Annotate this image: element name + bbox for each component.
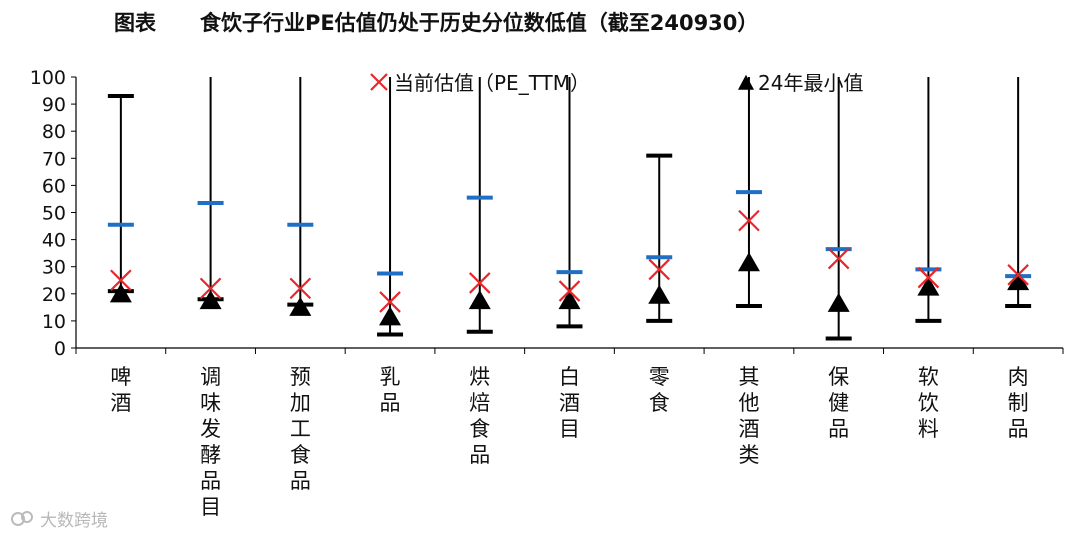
- legend-current-marker: [370, 73, 388, 91]
- current-marker-stroke-b: [558, 280, 581, 302]
- x-tick-label: 乳品: [380, 365, 401, 415]
- legend-min24-label: 24年最小值: [758, 71, 863, 95]
- current-marker: [199, 277, 222, 300]
- current-marker-stroke-b: [648, 258, 671, 281]
- min24-marker: [827, 292, 850, 312]
- x-tick-labels: 啤酒 调味发酵品目 预加工食品 乳品 烘焙食品 白酒目 零食 其他酒类 保健品 软饮料 肉制品: [110, 365, 1028, 519]
- min24-marker: [737, 252, 760, 272]
- watermark-brand: 大数跨境: [40, 511, 108, 531]
- x-tick-label: 预加工食品: [290, 365, 311, 493]
- legend-cross-stroke-b: [370, 73, 388, 91]
- current-marker-stroke-b: [110, 269, 132, 292]
- legend-current-label: 当前估值（PE_TTM）: [394, 71, 590, 95]
- min24-marker: [199, 290, 222, 310]
- min24-marker: [648, 284, 671, 304]
- x-tick-label: 烘焙食品: [469, 365, 490, 467]
- category-group: [197, 77, 224, 310]
- x-tick-label: 保健品: [828, 365, 849, 441]
- category-group: [825, 77, 852, 341]
- current-marker: [110, 269, 132, 292]
- current-marker-stroke-b: [827, 247, 850, 270]
- current-marker-stroke-b: [379, 291, 401, 313]
- legend-triangle: [738, 74, 754, 90]
- current-marker: [558, 280, 581, 302]
- min24-marker: [289, 296, 312, 316]
- axes: 0 10 20 30 40 50 60 70 80 90 100: [30, 67, 1064, 360]
- x-tick-label: 零食: [649, 365, 670, 415]
- chart-title: 图表 食饮子行业PE估值仍处于历史分位数低值（截至240930）: [114, 7, 758, 37]
- current-marker-stroke-b: [917, 266, 940, 289]
- current-marker: [1007, 264, 1029, 286]
- current-marker: [827, 247, 850, 270]
- x-tick-label: 白酒目: [559, 365, 580, 441]
- legend-min24-marker: [738, 74, 754, 90]
- x-tick-label: 其他酒类: [738, 365, 759, 467]
- min24-marker: [109, 283, 132, 303]
- y-tick-label: 0: [54, 338, 66, 360]
- x-tick-label: 软饮料: [918, 365, 939, 441]
- current-marker-stroke-b: [289, 277, 312, 300]
- category-group: [287, 77, 314, 316]
- min24-marker: [917, 276, 940, 296]
- figure-label: 图表: [114, 11, 156, 35]
- x-tick-label: 啤酒: [110, 365, 131, 415]
- current-marker: [468, 272, 491, 294]
- y-tick-label: 30: [42, 257, 66, 279]
- current-marker: [738, 209, 760, 232]
- current-marker-stroke-b: [468, 272, 491, 294]
- watermark: 大数跨境: [10, 506, 108, 531]
- category-group: [556, 77, 583, 329]
- min24-marker: [1007, 271, 1030, 291]
- category-group: [107, 93, 134, 303]
- current-marker-stroke-b: [1007, 264, 1029, 286]
- y-tick-label: 10: [42, 311, 66, 333]
- y-tick-label: 100: [30, 67, 66, 89]
- category-group: [646, 153, 673, 323]
- category-group: [377, 77, 404, 337]
- category-group: [915, 77, 942, 323]
- current-marker: [648, 258, 671, 281]
- category-group: [466, 77, 493, 334]
- x-tick-label: 调味发酵品目: [200, 365, 221, 519]
- min24-marker: [558, 290, 581, 310]
- current-marker: [917, 266, 940, 289]
- current-marker: [379, 291, 401, 313]
- brand-logo-icon: [11, 510, 33, 526]
- current-marker: [289, 277, 312, 300]
- min24-marker: [468, 290, 491, 310]
- y-tick-label: 40: [42, 230, 66, 252]
- min24-marker: [379, 306, 402, 326]
- y-tick-label: 70: [42, 148, 66, 170]
- y-tick-label: 60: [42, 175, 66, 197]
- current-marker-stroke-b: [738, 209, 760, 232]
- y-tick-label: 80: [42, 121, 66, 143]
- current-marker-stroke-b: [199, 277, 222, 300]
- legend: 当前估值（PE_TTM） 24年最小值: [370, 71, 863, 95]
- y-tick-label: 20: [42, 284, 66, 306]
- category-group: [735, 77, 762, 308]
- title-text: 食饮子行业PE估值仍处于历史分位数低值（截至240930）: [200, 11, 759, 35]
- chart-marks: [107, 77, 1032, 341]
- y-tick-label: 90: [42, 94, 66, 116]
- legend-cross: [370, 73, 388, 91]
- category-group: [1005, 77, 1032, 308]
- y-tick-label: 50: [42, 203, 66, 225]
- x-tick-label: 肉制品: [1008, 365, 1029, 441]
